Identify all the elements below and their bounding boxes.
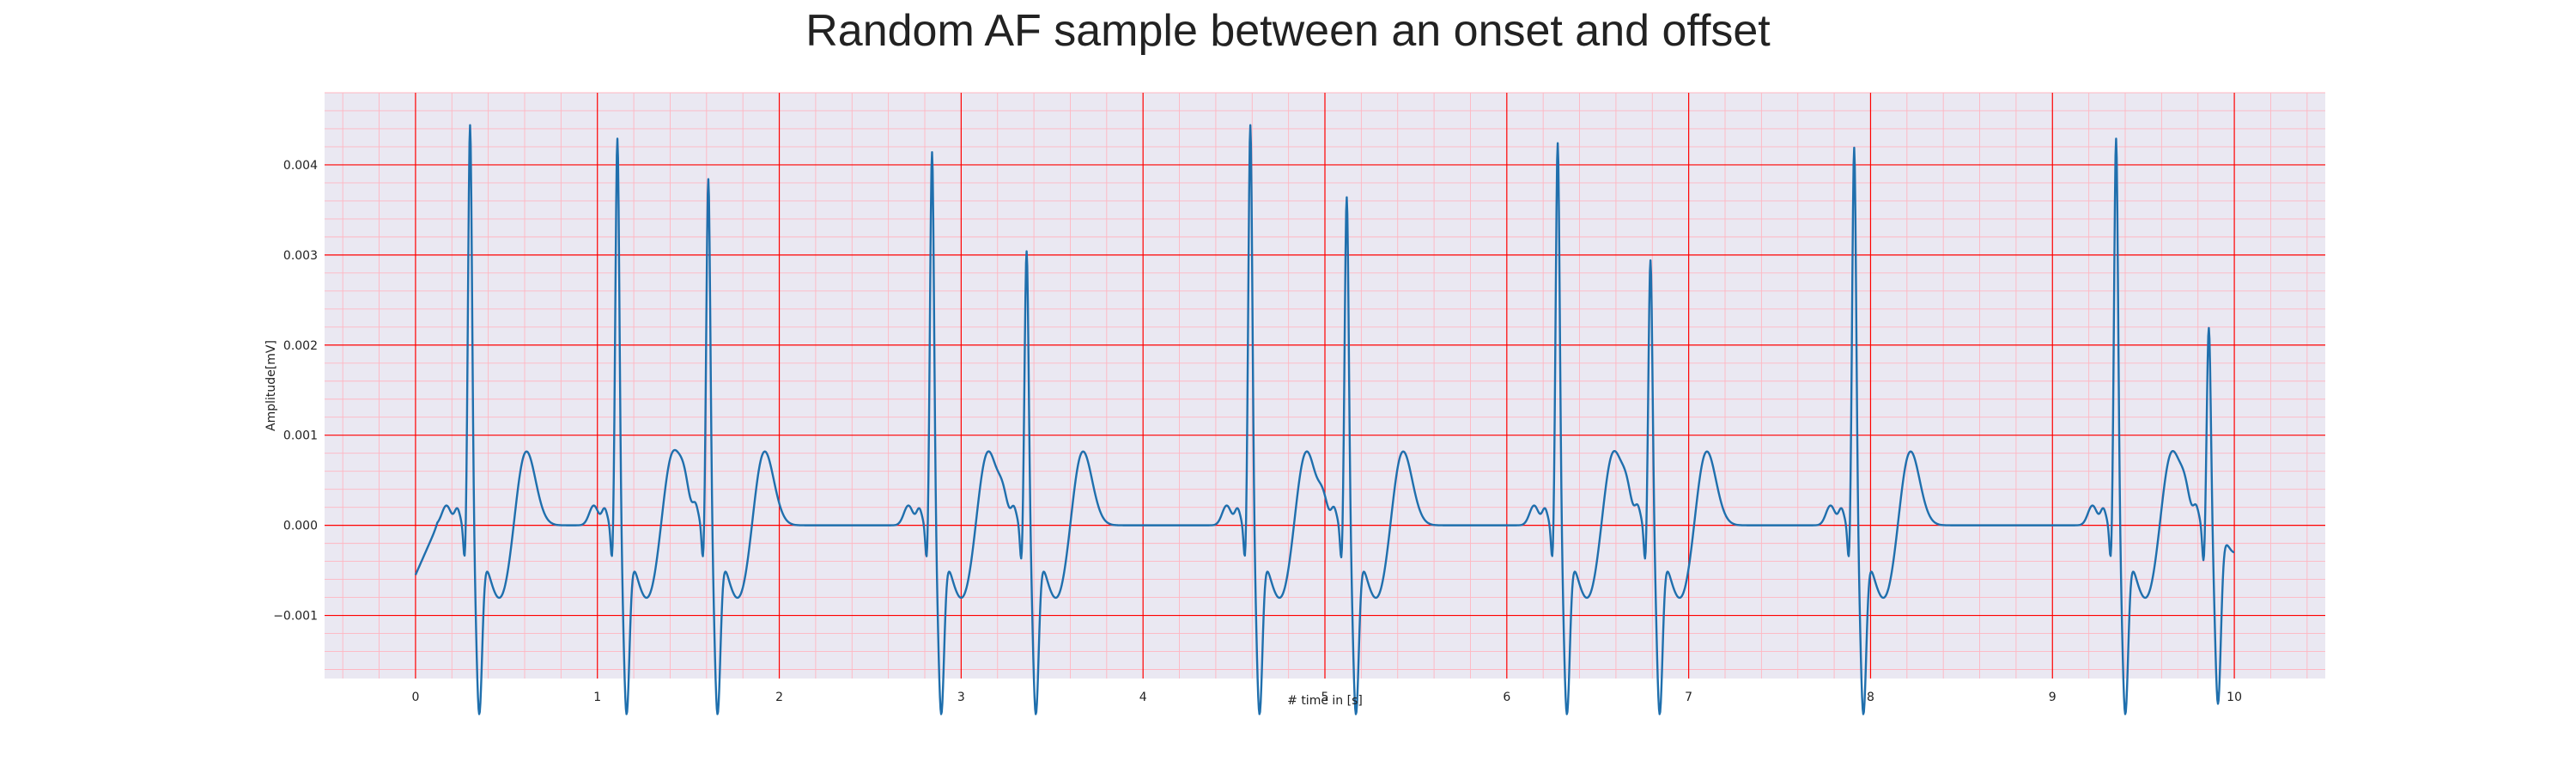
y-tick-labels: −0.001 0.000 0.001 0.002 0.003 0.004 xyxy=(273,159,318,624)
y-tick-label: −0.001 xyxy=(273,610,318,624)
y-axis-label: Amplitude[mV] xyxy=(264,340,278,431)
x-tick-label: 3 xyxy=(957,691,965,704)
x-tick-label: 5 xyxy=(1321,691,1329,704)
ecg-series-line xyxy=(414,124,2235,715)
x-tick-label: 6 xyxy=(1503,691,1510,704)
x-tick-label: 4 xyxy=(1139,691,1147,704)
chart-title: Random AF sample between an onset and of… xyxy=(805,6,1771,56)
x-axis-label: # time in [s] xyxy=(1287,694,1363,708)
y-tick-label: 0.003 xyxy=(283,249,318,263)
x-tick-label: 9 xyxy=(2049,691,2057,704)
major-grid xyxy=(325,93,2325,679)
x-tick-label: 7 xyxy=(1685,691,1692,704)
x-tick-label: 10 xyxy=(2227,691,2242,704)
y-tick-label: 0.001 xyxy=(283,429,318,443)
x-tick-label: 8 xyxy=(1867,691,1874,704)
y-tick-label: 0.002 xyxy=(283,339,318,353)
y-tick-label: 0.000 xyxy=(283,520,318,533)
x-tick-label: 2 xyxy=(775,691,783,704)
x-tick-labels: 0 1 2 3 4 5 6 7 8 9 10 xyxy=(411,691,2242,704)
x-tick-label: 0 xyxy=(411,691,419,704)
x-tick-label: 1 xyxy=(593,691,601,704)
y-tick-label: 0.004 xyxy=(283,159,318,173)
